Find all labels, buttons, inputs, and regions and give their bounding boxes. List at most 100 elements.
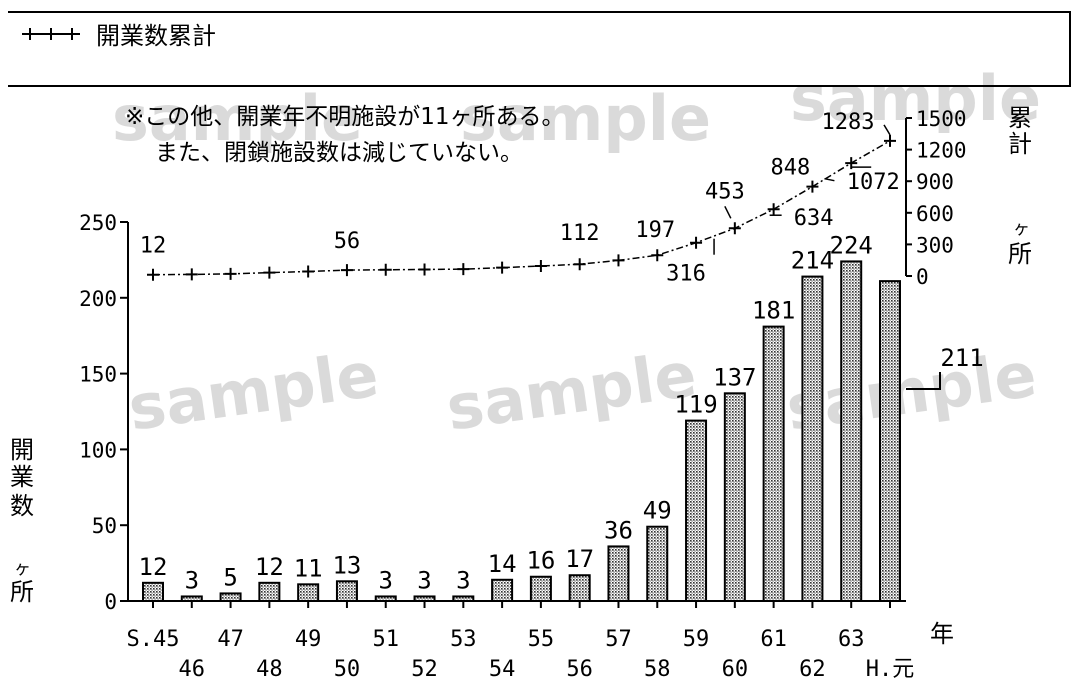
bar-63 [840, 260, 863, 602]
bar-label-Hgen: 211 [940, 344, 983, 372]
cumulative-label-56: 112 [560, 221, 600, 246]
bar-label-57: 36 [604, 516, 633, 544]
left-tick-label: 250 [79, 211, 117, 235]
cumulative-marker-52 [418, 263, 431, 276]
bar-58 [646, 525, 669, 602]
bar-61 [762, 325, 785, 602]
right-axis-title-char-4: 所 [1008, 240, 1032, 268]
legend-frame [8, 11, 1071, 87]
cumulative-label-50: 56 [334, 229, 361, 254]
bar-47 [219, 592, 242, 602]
x-tick-label-57: 57 [605, 627, 632, 652]
right-tick-label: 1500 [916, 107, 967, 131]
cumulative-marker-48 [263, 266, 276, 279]
bar-label-56: 17 [565, 545, 594, 573]
bar-Hgen [879, 280, 901, 602]
cumulative-label-leader [724, 205, 732, 219]
x-tick-label-S45: S.45 [127, 627, 180, 652]
watermark-3: sample [790, 62, 1041, 135]
bar-label-55: 16 [526, 547, 555, 575]
x-tick-labels: S.45 46 47 48 49 50 51 52 53 54 55 56 57 58 59 60 61 62 63… [127, 601, 915, 682]
bar-52 [413, 595, 436, 603]
cumulative-markers [147, 134, 896, 281]
x-tick-label-55: 55 [528, 627, 555, 652]
cumulative-marker-51 [379, 263, 392, 276]
watermarks: sample sample sample sample sample sampl… [112, 62, 1041, 445]
x-tick-label-53: 53 [450, 627, 477, 652]
right-tick-label: 1200 [916, 139, 967, 163]
bar-label-S45: 12 [139, 553, 168, 581]
x-tick-label-62: 62 [799, 657, 826, 682]
left-tick-label: 0 [104, 590, 117, 614]
bar-46 [180, 595, 203, 603]
right-axis: 0 300 600 900 1200 1500 累 計 ヶ 所 [905, 104, 1032, 289]
bar-label-61: 181 [752, 297, 795, 325]
bar-label-62: 214 [791, 247, 834, 275]
cumulative-marker-Hgen [884, 134, 896, 147]
x-tick-label-58: 58 [644, 657, 671, 682]
right-tick-label: 900 [916, 170, 954, 194]
bar-label-58: 49 [643, 497, 672, 525]
bar-59 [685, 419, 708, 603]
cumulative-marker-50 [340, 264, 353, 277]
cumulative-label-Hgen: 1283 [822, 110, 875, 135]
cumulative-labels: 12 56 112 197 316 453 634 848 1072 1283 [140, 110, 900, 287]
bar-label-52: 3 [417, 566, 431, 594]
x-tick-label-54: 54 [489, 657, 516, 682]
right-tick-label: 0 [916, 265, 929, 289]
cumulative-label-leader [883, 124, 891, 136]
bar-label-46: 3 [185, 566, 199, 594]
bar-series [142, 260, 901, 603]
left-axis-title: 開 業 数 ヶ 所 [10, 436, 34, 606]
left-tick-label: 100 [79, 438, 117, 462]
cumulative-marker-54 [496, 261, 509, 274]
bar-53 [452, 595, 475, 603]
bar-57 [607, 545, 630, 603]
cumulative-marker-S45 [147, 268, 159, 281]
x-tick-label-47: 47 [217, 627, 244, 652]
right-axis-title: 累 計 ヶ 所 [1008, 104, 1032, 268]
left-axis-title-char-2: 業 [10, 463, 34, 491]
right-tick-label: 600 [916, 202, 954, 226]
cumulative-label-62: 848 [771, 156, 811, 181]
cumulative-marker-62 [806, 180, 819, 193]
x-tick-label-59: 59 [683, 627, 710, 652]
cumulative-label-61: 634 [794, 206, 834, 231]
cumulative-label-58: 197 [635, 218, 675, 243]
bar-S45 [142, 581, 164, 602]
cumulative-label-63: 1072 [847, 170, 900, 195]
x-tick-label-51: 51 [372, 627, 399, 652]
left-axis-title-char-3: 数 [10, 492, 34, 520]
x-tick-label-48: 48 [256, 657, 283, 682]
left-axis-title-char-4: ヶ [14, 559, 31, 579]
legend-label: 開業数累計 [96, 22, 216, 50]
notes: ※この他、開業年不明施設が11ヶ所ある。 また、閉鎖施設数は減じていない。 [125, 104, 565, 166]
cumulative-marker-59 [690, 236, 703, 249]
x-tick-label-56: 56 [566, 657, 593, 682]
bar-value-labels: 12 3 5 12 11 133 3 314 16 17364911913718121422421… [139, 231, 984, 594]
bar-label-59: 119 [674, 391, 717, 419]
left-axis-title-char-1: 開 [10, 436, 34, 464]
cumulative-marker-57 [612, 254, 625, 267]
bar-label-60: 137 [713, 363, 756, 391]
bar-label-47: 5 [223, 563, 237, 591]
cumulative-marker-60 [728, 222, 741, 235]
cumulative-label-60: 453 [705, 179, 745, 204]
bar-label-53: 3 [456, 566, 470, 594]
bar-49 [297, 583, 320, 602]
bar-51 [374, 595, 397, 603]
bar-62 [801, 275, 824, 602]
bar-label-48: 12 [255, 553, 284, 581]
bar-55 [529, 575, 552, 603]
cumulative-marker-55 [534, 259, 547, 272]
legend: 開業数累計 [8, 11, 1071, 87]
bar-label-49: 11 [294, 554, 323, 582]
bar-label-leader [906, 372, 941, 390]
bar-48 [258, 581, 281, 602]
x-tick-label-Hgen: H.元 [866, 657, 915, 682]
bar-label-50: 13 [332, 551, 361, 579]
left-axis-title-char-5: 所 [10, 578, 34, 606]
right-axis-title-char-1: 累 [1008, 104, 1032, 132]
bar-56 [568, 574, 591, 603]
